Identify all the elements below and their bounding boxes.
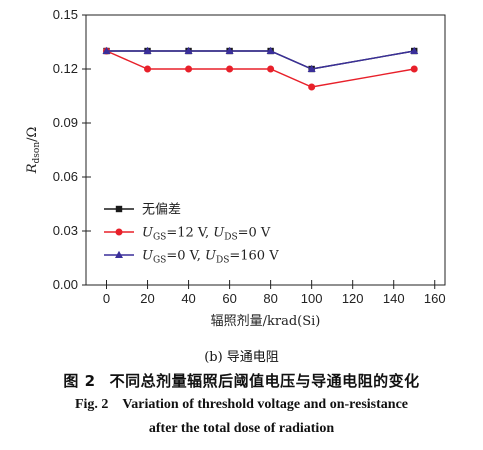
x-tick-label: 80 (263, 291, 277, 306)
series-3 (102, 46, 419, 72)
figure-number-zh: 图 2 (63, 372, 96, 390)
y-tick-label: 0.00 (53, 277, 78, 292)
x-tick-label: 140 (383, 291, 405, 306)
data-point (144, 65, 152, 73)
figure-caption-en-line1: Fig. 2 Variation of threshold voltage and… (0, 397, 483, 413)
legend-label: 无偏差 (142, 203, 181, 218)
data-point (102, 46, 111, 54)
figure-caption-en-line2: after the total dose of radiation (148, 421, 335, 436)
chart-series (102, 46, 419, 91)
data-point (267, 65, 275, 73)
data-point (308, 83, 316, 91)
x-tick-label: 20 (140, 291, 154, 306)
series-line (106, 50, 415, 70)
legend-marker (115, 250, 123, 258)
data-point (184, 46, 193, 54)
x-tick-label: 160 (424, 291, 446, 306)
y-axis-title: Rdson/Ω (25, 127, 42, 175)
legend-marker (115, 205, 123, 213)
x-axis-title: 辐照剂量/krad(Si) (211, 314, 321, 329)
legend-label: UGS=12 V, UDS=0 V (142, 226, 271, 243)
y-tick-label: 0.12 (53, 61, 78, 76)
chart: 0.00 0.03 0.06 0.09 0.12 0.15 0 20 40 60 80 100 120 1… (25, 7, 446, 329)
data-point (143, 46, 152, 54)
legend-entry-3: UGS=0 V, UDS=160 V (104, 249, 279, 266)
y-tick-label: 0.09 (53, 115, 78, 130)
y-tick-label: 0.03 (53, 223, 78, 238)
data-point (410, 46, 419, 54)
x-tick-label: 40 (181, 291, 195, 306)
figure-title-en-line1: Variation of threshold voltage and on-re… (122, 397, 409, 412)
legend-label: UGS=0 V, UDS=160 V (142, 249, 279, 266)
data-point (410, 65, 418, 73)
x-tick-label: 100 (301, 291, 323, 306)
x-tick-label: 60 (222, 291, 236, 306)
figure-title-zh: 不同总剂量辐照后阈值电压与导通电阻的变化 (109, 372, 420, 390)
legend-entry-2: UGS=12 V, UDS=0 V (104, 226, 271, 243)
data-point (225, 46, 234, 54)
series-2 (103, 47, 418, 91)
legend-entry-1: 无偏差 (104, 203, 181, 218)
data-point (266, 46, 275, 54)
y-tick-label: 0.06 (53, 169, 78, 184)
figure-number-en: Fig. 2 (74, 397, 109, 412)
data-point (307, 64, 316, 72)
x-tick-label: 120 (342, 291, 364, 306)
legend-marker (115, 228, 123, 236)
series-line (106, 50, 415, 70)
data-point (185, 65, 193, 73)
data-point (226, 65, 234, 73)
y-tick-label: 0.15 (53, 7, 78, 22)
x-tick-label: 0 (103, 291, 110, 306)
series-line (106, 50, 415, 88)
chart-axes: 0.00 0.03 0.06 0.09 0.12 0.15 0 20 40 60 80 100 120 1… (53, 7, 446, 306)
plot-frame (85, 14, 446, 286)
chart-legend: 无偏差 UGS=12 V, UDS=0 V UGS=0 V, UDS=160 V (104, 203, 279, 266)
subfigure-caption: (b) 导通电阻 (204, 350, 279, 365)
figure-caption-zh: 图 2 不同总剂量辐照后阈值电压与导通电阻的变化 (0, 370, 483, 391)
